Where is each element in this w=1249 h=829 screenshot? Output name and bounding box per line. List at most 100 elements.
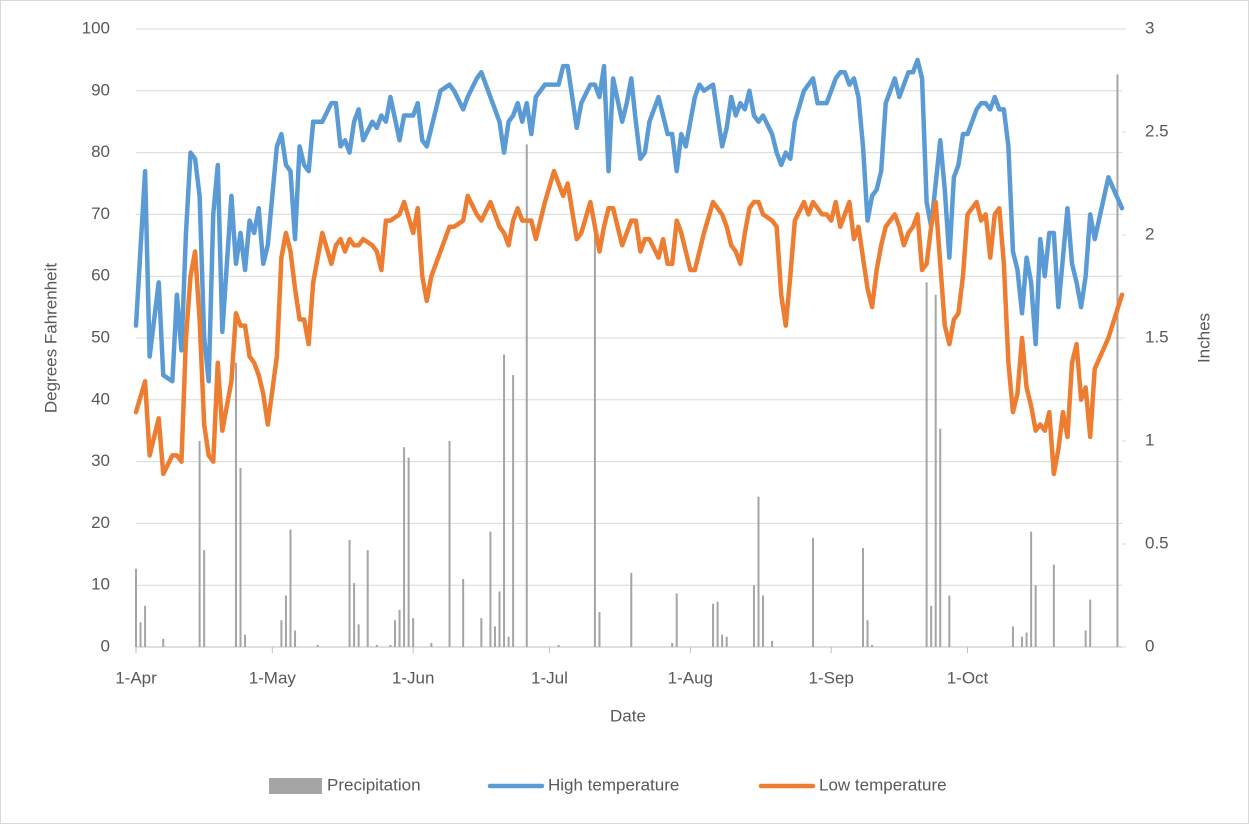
y2-tick-label: 1.5 <box>1145 327 1169 346</box>
precipitation-bar <box>871 644 874 647</box>
precipitation-bar <box>316 644 319 647</box>
precipitation-bar <box>866 620 869 647</box>
precipitation-bar <box>752 585 755 647</box>
precipitation-bar <box>407 457 410 647</box>
y-tick-label: 50 <box>91 327 110 346</box>
y-tick-label: 10 <box>91 575 110 594</box>
y2-tick-label: 2 <box>1145 224 1154 243</box>
legend-label: Low temperature <box>819 775 947 794</box>
x-tick-label: 1-Jun <box>392 668 435 687</box>
precipitation-bar <box>203 550 206 647</box>
precipitation-bar <box>480 618 483 647</box>
precipitation-bar <box>239 467 242 647</box>
precipitation-bar <box>593 235 596 647</box>
lines <box>133 57 1125 477</box>
precipitation-bar <box>234 362 237 647</box>
precipitation-bar <box>403 447 406 647</box>
y-tick-label: 60 <box>91 266 110 285</box>
precipitation-bar <box>412 618 415 647</box>
y-tick-label: 90 <box>91 80 110 99</box>
y-tick-label: 0 <box>101 636 110 655</box>
legend-label: High temperature <box>548 775 679 794</box>
precipitation-bar <box>498 591 501 647</box>
precipitation-bar <box>462 579 465 647</box>
precipitation-bar <box>934 294 937 647</box>
precipitation-bar <box>348 539 351 647</box>
precipitation-bar <box>598 611 601 647</box>
temperature-line <box>133 168 1125 477</box>
y-tick-label: 100 <box>82 18 110 37</box>
precipitation-bar <box>812 537 815 647</box>
y-axis-title: Degrees Fahrenheit <box>41 263 60 414</box>
y2-tick-label: 3 <box>1145 18 1154 37</box>
precipitation-bar <box>294 630 297 647</box>
y2-tick-label: 0 <box>1145 636 1154 655</box>
precipitation-bar <box>144 605 147 647</box>
precipitation-bar <box>493 626 496 647</box>
precipitation-bar <box>1030 531 1033 647</box>
precipitation-bar <box>1084 630 1087 647</box>
precipitation-bar <box>393 620 396 647</box>
precipitation-bar <box>135 568 137 647</box>
y-tick-label: 30 <box>91 451 110 470</box>
precipitation-bar <box>721 634 724 647</box>
precipitation-bar <box>366 550 369 647</box>
precipitation-bar <box>862 548 865 647</box>
precipitation-bar <box>398 609 401 647</box>
precipitation-bar <box>357 624 360 647</box>
precipitation-bar <box>725 636 728 647</box>
precipitation-bar <box>1025 632 1028 647</box>
precipitation-bar <box>525 144 528 648</box>
y2-axis-title: Inches <box>1194 313 1213 363</box>
precipitation-bar <box>389 644 392 647</box>
x-tick-label: 1-Sep <box>809 668 854 687</box>
precipitation-bar <box>1089 599 1092 647</box>
precipitation-bar <box>198 441 201 647</box>
y2-tick-label: 2.5 <box>1145 121 1169 140</box>
precipitation-bar <box>948 595 951 647</box>
precipitation-bar <box>925 282 928 647</box>
precipitation-bar <box>1052 564 1055 647</box>
bars <box>135 74 1119 648</box>
precipitation-bar <box>353 583 356 647</box>
precipitation-bar <box>939 428 942 647</box>
x-tick-label: 1-Aug <box>668 668 713 687</box>
precipitation-bar <box>244 634 247 647</box>
precipitation-bar <box>162 638 165 647</box>
precipitation-bar <box>139 622 142 647</box>
precipitation-bar <box>284 595 287 647</box>
precipitation-bar <box>671 642 674 647</box>
precipitation-bar <box>762 595 765 647</box>
precipitation-bar <box>712 603 715 647</box>
precipitation-bar <box>430 642 433 647</box>
precipitation-bar <box>503 354 506 647</box>
precipitation-bar <box>716 601 719 647</box>
y-tick-label: 20 <box>91 513 110 532</box>
x-axis-title: Date <box>610 706 646 725</box>
precipitation-bar <box>507 636 510 647</box>
legend-swatch <box>269 778 322 794</box>
x-tick-label: 1-Oct <box>947 668 989 687</box>
precipitation-bar <box>280 620 283 647</box>
precipitation-bar <box>375 644 378 647</box>
y-tick-label: 80 <box>91 142 110 161</box>
legend: Precipitation High temperature Low tempera… <box>269 775 947 794</box>
precipitation-bar <box>771 640 774 647</box>
x-tick-label: 1-Jul <box>531 668 568 687</box>
y-tick-label: 70 <box>91 204 110 223</box>
precipitation-bar <box>1011 626 1014 647</box>
precipitation-bar <box>630 572 633 647</box>
x-tick-label: 1-May <box>249 668 297 687</box>
legend-label: Precipitation <box>327 775 421 794</box>
y2-tick-label: 0.5 <box>1145 533 1169 552</box>
precipitation-bar <box>557 644 560 647</box>
temperature-line <box>133 57 1125 384</box>
y2-tick-label: 1 <box>1145 430 1154 449</box>
precipitation-bar <box>512 375 515 647</box>
precipitation-bar <box>1034 585 1037 647</box>
precipitation-bar <box>289 529 292 647</box>
x-tick-label: 1-Apr <box>115 668 157 687</box>
precipitation-bar <box>489 531 492 647</box>
y-tick-label: 40 <box>91 389 110 408</box>
